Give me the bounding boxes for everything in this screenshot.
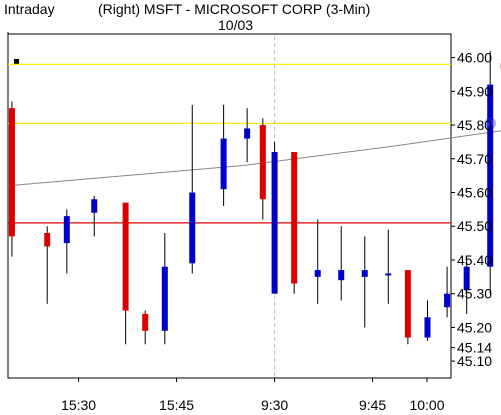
crossing-marker [487,120,494,127]
candle [291,152,298,294]
candle [463,256,470,314]
candle-body [444,293,451,308]
candle-body [44,232,51,247]
candle-body [424,317,431,338]
candle-body [8,108,15,237]
candle-body [291,152,298,284]
y-tick-label: 45.40 [457,252,492,268]
candle [91,195,98,237]
x-tick-label: 15:30 [61,397,96,413]
candle-body [142,313,149,331]
x-tick-label: 10:00 [409,397,444,413]
y-tick-label: 45.30 [457,286,492,302]
y-tick-label: 46.00 [457,50,492,66]
x-tick-label: 15:45 [159,397,194,413]
y-tick-label: 45.60 [457,185,492,201]
candle [244,108,251,163]
x-tick-label: 9:45 [359,397,386,413]
candle-body [404,270,411,338]
candle-body [463,266,470,291]
candle [189,104,196,274]
candle [142,310,149,345]
intraday-label: Intraday [4,1,55,17]
moving-average-line [7,130,501,187]
left-marker [14,59,19,64]
candle-body [161,266,168,331]
candle-body [259,125,266,200]
candle [44,226,51,304]
candle-body [361,270,368,277]
candle [161,232,168,345]
x-tick-label: 9:30 [261,397,288,413]
y-tick-label: 45.50 [457,218,492,234]
horizontal-lines [8,63,451,224]
candles [8,50,494,345]
y-tick-label: 45.14 [457,340,492,356]
chart-title: (Right) MSFT - MICROSOFT CORP (3-Min) [98,1,370,17]
candle-body [314,270,321,277]
candle [259,118,266,220]
candle [220,104,227,206]
y-axis: 46.00 45.90 45.80 45.70 45.60 45.50 45.40 45.30… [451,50,492,369]
candle-body [91,199,98,213]
candle [63,209,70,274]
candle [487,50,494,294]
candle-body [244,128,251,139]
y-tick-label: 45.70 [457,151,492,167]
session-date: 10/03 [218,17,253,33]
y-tick-label: 45.90 [457,83,492,99]
candle [424,300,431,341]
y-tick-label: 45.10 [457,353,492,369]
candle [338,226,345,301]
candle [361,236,368,328]
candle [404,270,411,345]
candle-body [122,202,129,311]
moving-average [7,130,501,187]
candle-body [271,152,278,294]
candle-body [189,192,196,264]
y-tick-label: 45.80 [457,117,492,133]
candle-body [338,270,345,281]
candle [122,202,129,345]
candle-body [220,138,227,190]
candle [314,219,321,304]
candle [271,141,278,294]
candle [385,229,392,304]
x-axis: 15:30 15:45 9:30 9:45 10:00 [61,378,445,413]
candle-body [385,273,392,276]
plot-frame [7,33,452,379]
candle-body [63,216,70,244]
candle [444,266,451,318]
candle-body [487,84,494,267]
y-tick-label: 45.20 [457,319,492,335]
candle [8,101,15,257]
